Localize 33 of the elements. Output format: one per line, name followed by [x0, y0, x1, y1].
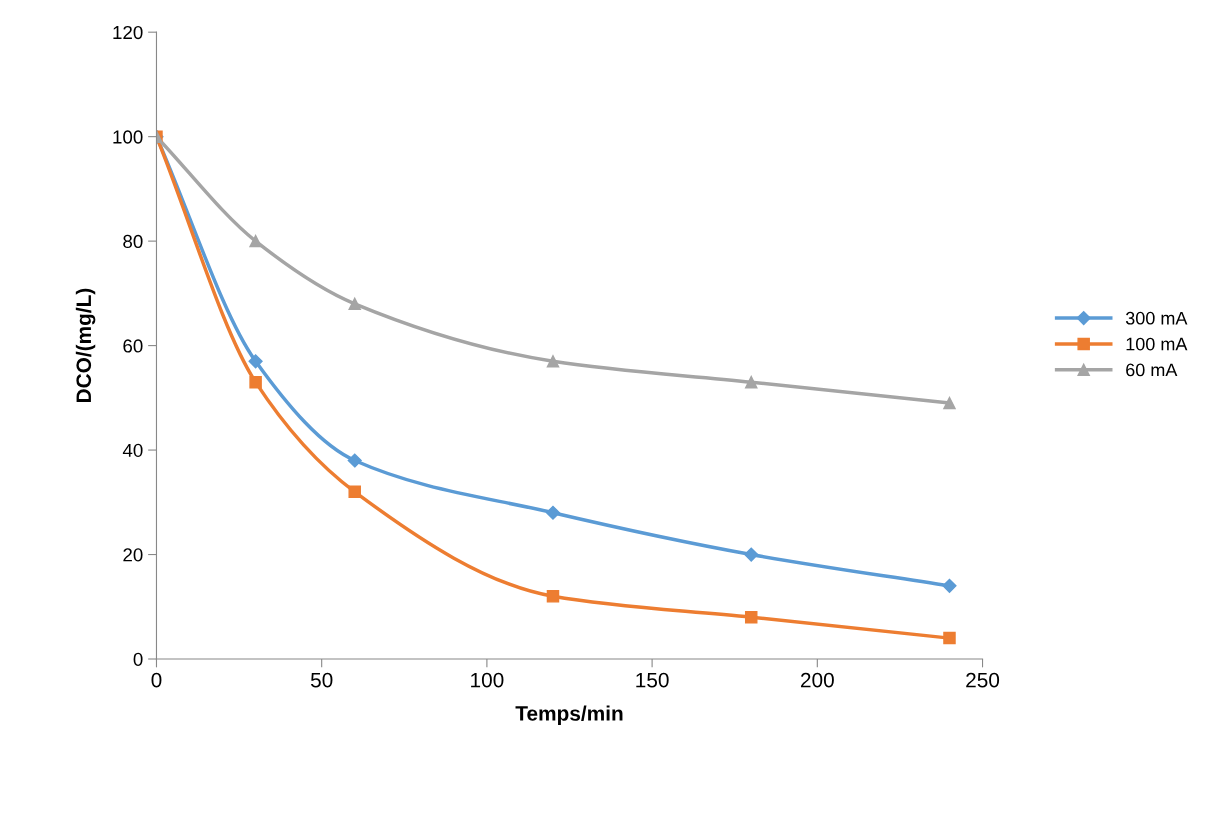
point: [744, 610, 758, 624]
point: [249, 234, 262, 248]
point: [943, 396, 956, 410]
point: [744, 547, 759, 562]
y-tick-label: 80: [123, 234, 143, 249]
point: [943, 631, 956, 645]
y-tick-label: 40: [122, 443, 143, 458]
x-tick-label: 0: [151, 672, 162, 688]
point: [347, 453, 362, 468]
point: [545, 505, 561, 520]
legend-label: 100 mA: [1126, 337, 1188, 351]
point: [942, 578, 957, 593]
legend-label: 60 mA: [1126, 363, 1178, 377]
x-tick-label: 50: [310, 672, 333, 688]
x-tick-label: 200: [800, 672, 834, 688]
point: [248, 354, 263, 369]
point: [744, 375, 758, 389]
point: [348, 297, 361, 311]
x-axis-title: Temps/min: [515, 705, 623, 725]
legend-label: 300 mA: [1125, 311, 1188, 325]
y-tick-label: 120: [113, 25, 143, 40]
y-tick-label: 60: [123, 339, 143, 353]
point: [546, 355, 560, 368]
y-tick-label: 100: [113, 130, 143, 144]
x-tick-label: 250: [966, 672, 1000, 688]
point: [348, 485, 361, 499]
point: [249, 375, 262, 389]
point: [546, 590, 560, 603]
y-axis-title: DCO/(mg/L): [75, 288, 96, 403]
x-tick-label: 150: [636, 672, 669, 688]
y-tick-label: 0: [133, 652, 143, 666]
y-tick-label: 20: [123, 548, 143, 562]
x-tick-label: 100: [471, 672, 504, 688]
